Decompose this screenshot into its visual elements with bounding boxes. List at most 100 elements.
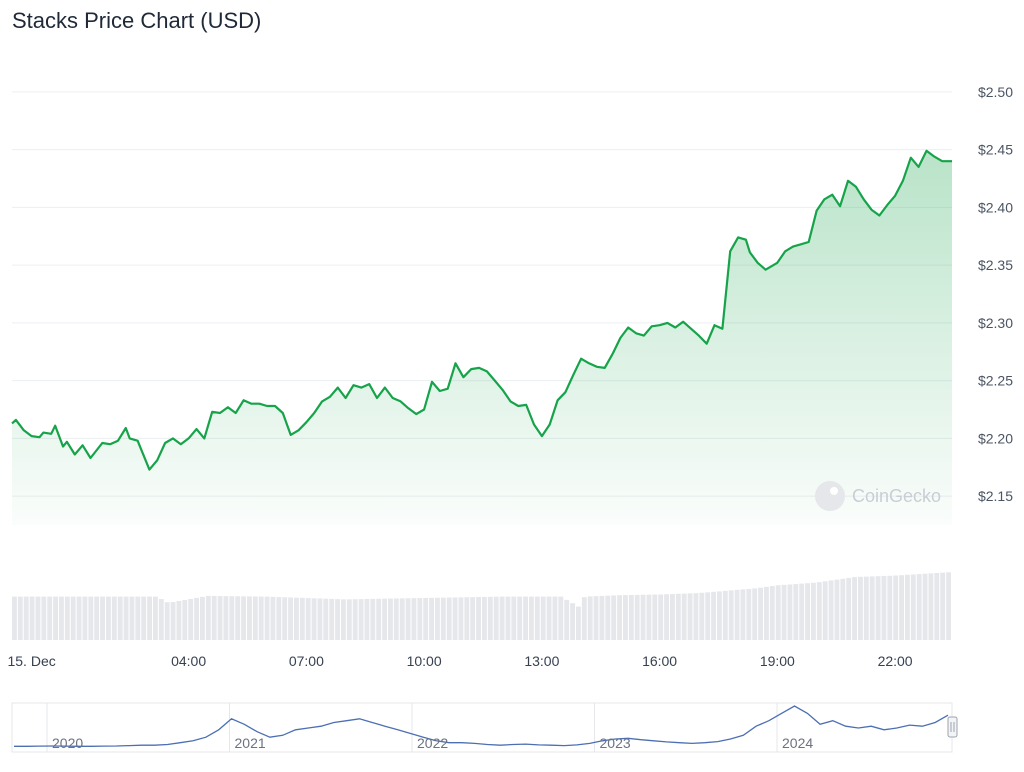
volume-bar [734,589,740,640]
volume-bar [840,578,846,640]
volume-bar [529,596,534,640]
volume-bar [540,596,546,640]
volume-bar [153,596,158,640]
volume-bar [946,572,951,640]
volume-bar [282,597,288,640]
volume-bar [458,597,464,640]
volume-bar [905,574,910,640]
price-area-fill [12,150,952,526]
y-tick-label: $2.50 [978,84,1013,100]
volume-bar [294,597,299,640]
volume-bar [781,584,787,640]
volume-bar [59,596,64,640]
volume-bar [188,598,194,640]
volume-bar [887,575,893,640]
volume-bar [640,594,646,640]
volume-bar [370,598,376,640]
volume-bar [288,597,293,640]
volume-bar [270,596,276,640]
volume-bar [346,599,352,640]
volume-bar [623,595,628,640]
volume-bar [740,589,746,640]
volume-bar [205,595,211,640]
volume-bar [499,596,505,640]
time-axis: 15. Dec 04:00 07:00 10:00 13:00 16:00 19:00 22:… [7,653,912,669]
volume-bar [722,590,728,640]
volume-bar [869,576,875,640]
volume-bar [711,591,716,640]
volume-bar [123,596,129,640]
volume-bar [41,596,47,640]
volume-bar [822,581,828,640]
volume-bar [464,597,470,640]
volume-bar [164,602,170,640]
volume-bar [117,596,123,640]
volume-bar [182,599,188,640]
y-tick-label: $2.15 [978,488,1013,504]
volume-bar [399,598,405,640]
x-tick-label: 04:00 [171,653,206,669]
volume-bar [341,599,346,640]
volume-bar [546,596,552,640]
volume-bar [910,574,916,640]
volume-bar [646,594,652,640]
volume-bar [388,598,393,640]
x-tick-label: 10:00 [407,653,442,669]
volume-bar [717,591,722,640]
volume-bar [429,597,434,640]
coingecko-watermark: CoinGecko [815,481,941,511]
volume-bar [147,596,152,640]
volume-bar [652,594,658,640]
volume-bars [12,572,951,640]
volume-bar [258,596,264,640]
volume-bar [687,593,693,640]
volume-bar [752,588,758,640]
volume-bar [241,596,246,640]
volume-bar [693,593,699,640]
volume-bar [728,590,734,640]
volume-bar [605,595,611,640]
volume-bar [487,596,493,640]
volume-bar [393,598,399,640]
navigator-selection-handle[interactable] [947,716,958,738]
volume-bar [552,596,558,640]
volume-bar [634,594,640,640]
volume-bar [94,596,100,640]
volume-bar [476,597,481,640]
price-line[interactable] [11,149,952,471]
volume-bar [405,598,411,640]
volume-bar [587,596,593,640]
navigator-tick-label: 2023 [600,735,631,751]
volume-bar [670,594,675,640]
volume-bar [452,597,458,640]
page-title: Stacks Price Chart (USD) [12,8,262,33]
volume-bar [940,572,946,640]
range-navigator[interactable]: 2020 2021 2022 2023 2024 [11,702,958,753]
volume-bar [211,595,217,640]
volume-bar [611,595,617,640]
volume-bar [834,579,840,640]
volume-bar [82,596,88,640]
volume-bar [628,594,634,640]
y-tick-label: $2.40 [978,199,1013,215]
volume-bar [446,597,452,640]
volume-bar [482,596,487,640]
volume-bar [29,596,35,640]
x-tick-label: 22:00 [878,653,913,669]
volume-bar [17,596,23,640]
volume-bar [106,596,111,640]
volume-bar [100,596,105,640]
x-tick-label: 19:00 [760,653,795,669]
volume-bar [135,596,141,640]
volume-bar [229,596,235,640]
y-tick-label: $2.20 [978,430,1013,446]
y-tick-label: $2.45 [978,142,1013,158]
volume-bar [846,577,852,640]
volume-bar [317,598,323,640]
volume-bar [805,583,810,640]
coingecko-logo-icon [815,481,845,511]
volume-bar [70,596,76,640]
volume-bar [893,575,899,640]
volume-bar [916,574,922,640]
